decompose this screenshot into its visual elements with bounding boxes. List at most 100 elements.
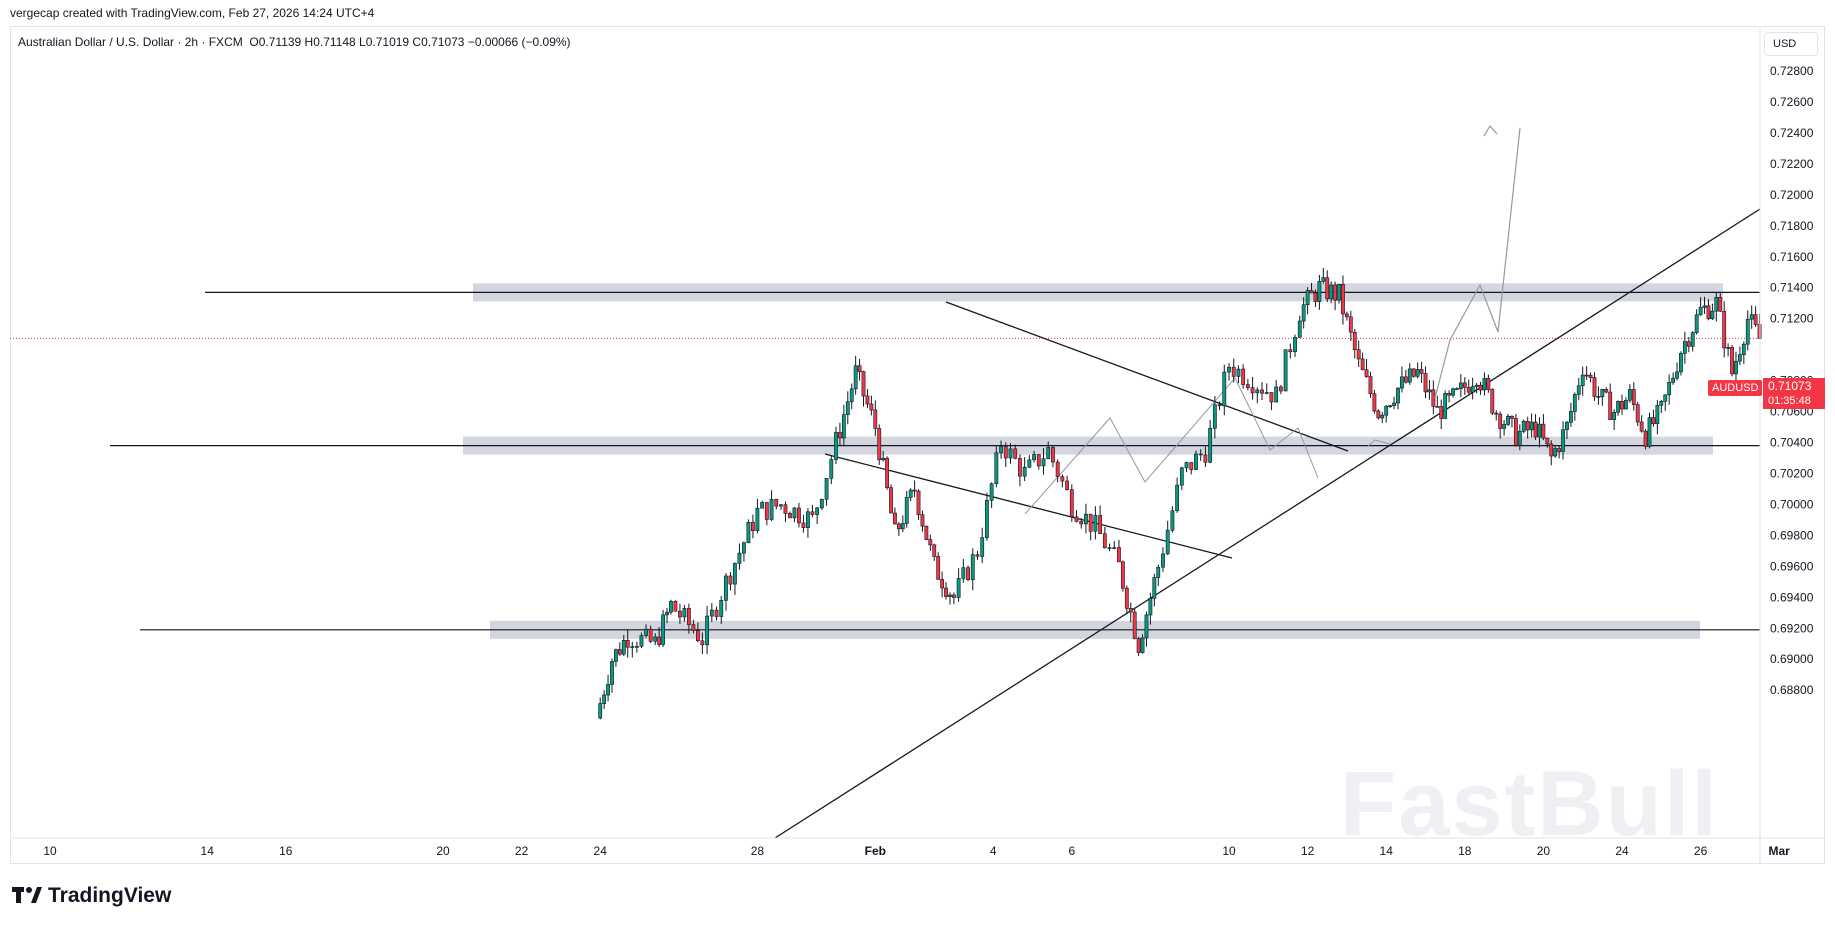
candle-body <box>1427 389 1432 393</box>
candle-body <box>769 499 774 520</box>
candle-body <box>724 575 728 601</box>
time-tick-label: 28 <box>751 844 765 858</box>
channel-upper-line <box>945 301 1349 452</box>
candle-body <box>1592 377 1597 397</box>
candle-body <box>1152 577 1157 599</box>
candle-body <box>1478 384 1483 391</box>
candle-body <box>1741 343 1746 355</box>
candle-body <box>1690 332 1695 347</box>
candle-body <box>1107 547 1112 549</box>
candle-body <box>1098 515 1102 534</box>
candle-body <box>1667 382 1672 396</box>
candle-body <box>1148 598 1153 616</box>
candle-body <box>695 630 700 642</box>
time-tick-label: 18 <box>1458 844 1472 858</box>
candle-body <box>1288 349 1293 353</box>
price-tick-label: 0.70000 <box>1770 497 1814 511</box>
candle-body <box>1088 513 1093 532</box>
candle-body <box>1455 388 1459 390</box>
price-tick-label: 0.72600 <box>1770 95 1814 109</box>
candle-body <box>1502 424 1507 429</box>
price-tick-label: 0.68800 <box>1770 683 1814 697</box>
candle-body <box>687 608 691 625</box>
candle-body <box>742 542 746 554</box>
candle-body <box>1482 378 1487 391</box>
candle-body <box>1588 374 1593 378</box>
candle-body <box>1576 385 1581 395</box>
candle-body <box>1545 437 1550 445</box>
candle-body <box>1278 386 1283 392</box>
candle-body <box>669 600 673 613</box>
candle-body <box>928 539 933 546</box>
candle-body <box>920 514 925 527</box>
candle-body <box>1451 388 1455 396</box>
candle-body <box>1345 313 1349 318</box>
candle-body <box>1117 547 1121 563</box>
price-tick-label: 0.69000 <box>1770 652 1814 666</box>
candle-body <box>1212 404 1217 429</box>
candle-body <box>1189 462 1194 470</box>
candle-body <box>1231 366 1236 377</box>
candle-body <box>1321 277 1326 282</box>
candle-body <box>1494 412 1499 415</box>
candle-body <box>1337 284 1341 301</box>
candle-body <box>625 640 630 648</box>
candle-body <box>1102 533 1107 549</box>
price-tick-label: 0.69800 <box>1770 528 1814 542</box>
candle-body <box>1274 386 1279 403</box>
candle-body <box>824 478 829 500</box>
candle-body <box>1198 453 1203 456</box>
candle-body <box>1027 459 1032 468</box>
candle-body <box>980 537 985 557</box>
candle-body <box>815 507 820 515</box>
candle-body <box>617 649 622 655</box>
currency-button[interactable]: USD <box>1764 32 1818 56</box>
candle-body <box>1179 467 1184 486</box>
candle-body <box>1400 376 1404 389</box>
time-tick-label: 26 <box>1694 844 1708 858</box>
candle-body <box>916 490 921 516</box>
candle-body <box>644 628 648 636</box>
candle-body <box>1651 417 1656 425</box>
candle-body <box>1529 421 1534 431</box>
candle-body <box>779 504 783 507</box>
candle-body <box>1541 423 1546 439</box>
candle-body <box>865 395 870 405</box>
tradingview-logo[interactable]: TradingView <box>12 884 171 908</box>
candle-body <box>1525 420 1530 431</box>
candle-body <box>1194 453 1198 470</box>
time-tick-label: 6 <box>1068 844 1075 858</box>
candle-body <box>948 594 952 597</box>
candle-body <box>1753 314 1758 325</box>
time-tick-label: Feb <box>865 844 886 858</box>
candle-body <box>751 521 755 531</box>
candle-body <box>709 609 714 617</box>
candle-body <box>614 649 618 662</box>
horizontal-levels <box>10 291 1760 631</box>
candle-body <box>1356 349 1361 360</box>
candle-body <box>639 635 644 647</box>
candle-body <box>792 507 797 519</box>
candle-body <box>1124 587 1129 609</box>
projection-line <box>1434 127 1521 399</box>
price-tick-label: 0.70200 <box>1770 466 1814 480</box>
candle-body <box>1694 314 1699 333</box>
price-tick-label: 0.71200 <box>1770 312 1814 326</box>
candle-body <box>1140 637 1145 653</box>
time-tick-label: 22 <box>515 844 529 858</box>
candle-body <box>797 507 801 524</box>
candle-body <box>1443 393 1448 419</box>
candle-body <box>737 552 742 564</box>
candle-body <box>1084 513 1088 525</box>
candle-body <box>1165 529 1170 555</box>
price-tick-label: 0.69400 <box>1770 590 1814 604</box>
candle-body <box>819 498 824 509</box>
symbol-price-tag: AUDUSD <box>1708 380 1763 396</box>
sr-zones <box>463 283 1723 639</box>
candle-body <box>1553 448 1558 457</box>
candle-body <box>1260 389 1264 394</box>
candle-body <box>1517 430 1522 446</box>
candle-body <box>1474 384 1479 387</box>
candles <box>598 267 1762 720</box>
